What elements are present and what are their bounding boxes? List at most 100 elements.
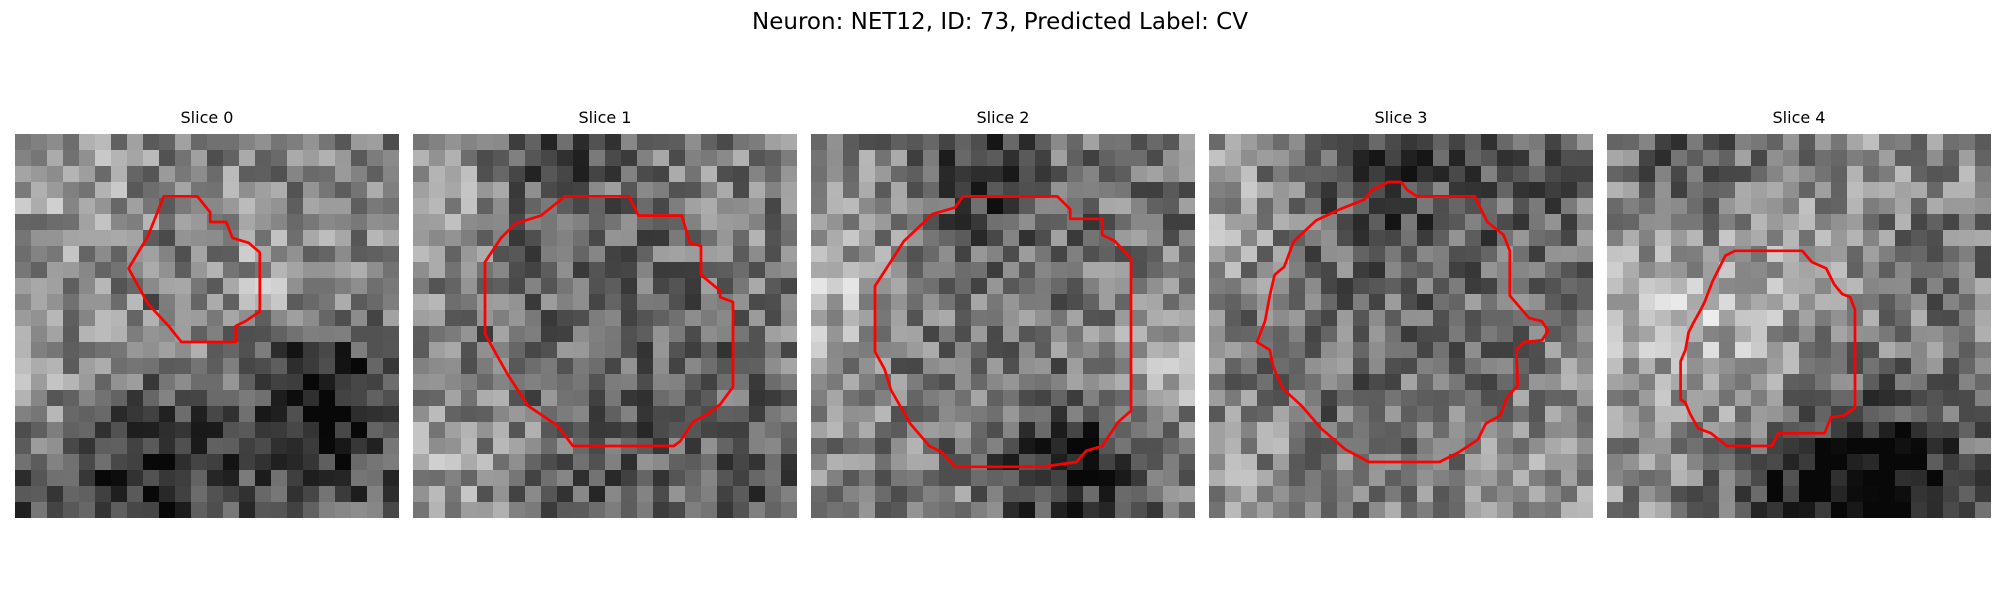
pixel-cell [1179, 374, 1195, 391]
pixel-cell [701, 134, 718, 151]
pixel-cell [1943, 470, 1960, 487]
pixel-cell [557, 262, 574, 279]
pixel-cell [1385, 246, 1402, 263]
pixel-cell [1099, 182, 1116, 199]
pixel-cell [383, 150, 399, 167]
pixel-cell [1735, 326, 1752, 343]
pixel-cell [1417, 358, 1434, 375]
slice-image [1607, 134, 1991, 518]
pixel-cell [1927, 214, 1944, 231]
pixel-cell [1209, 326, 1226, 343]
pixel-cell [1019, 326, 1036, 343]
pixel-cell [717, 134, 734, 151]
pixel-cell [1655, 454, 1672, 471]
pixel-cell [143, 390, 160, 407]
pixel-cell [1513, 406, 1530, 423]
pixel-cell [319, 134, 336, 151]
pixel-cell [781, 438, 797, 455]
pixel-cell [1019, 294, 1036, 311]
pixel-cell [1289, 438, 1306, 455]
pixel-cell [1623, 438, 1640, 455]
pixel-cell [79, 454, 96, 471]
pixel-cell [827, 390, 844, 407]
pixel-cell [717, 358, 734, 375]
pixel-cell [1911, 198, 1928, 215]
pixel-cell [1449, 246, 1466, 263]
pixel-cell [573, 390, 590, 407]
pixel-cell [429, 406, 446, 423]
pixel-cell [923, 134, 940, 151]
pixel-cell [1417, 326, 1434, 343]
pixel-cell [605, 182, 622, 199]
pixel-cell [445, 182, 462, 199]
pixel-cell [685, 486, 702, 503]
segmentation-contour [873, 195, 1133, 469]
pixel-cell [1831, 326, 1848, 343]
pixel-cell [461, 182, 478, 199]
pixel-cell [589, 278, 606, 295]
pixel-cell [383, 310, 399, 327]
pixel-cell [1943, 390, 1960, 407]
pixel-cell [1927, 486, 1944, 503]
pixel-cell [31, 182, 48, 199]
pixel-cell [271, 246, 288, 263]
pixel-cell [1799, 134, 1816, 151]
pixel-cell [589, 246, 606, 263]
pixel-cell [605, 502, 622, 518]
pixel-cell [15, 262, 32, 279]
pixel-cell [1655, 230, 1672, 247]
pixel-cell [1067, 486, 1084, 503]
pixel-cell [557, 182, 574, 199]
pixel-cell [1433, 198, 1450, 215]
pixel-cell [1179, 358, 1195, 375]
pixel-cell [1561, 502, 1578, 518]
pixel-cell [1019, 422, 1036, 439]
pixel-cell [923, 470, 940, 487]
pixel-cell [287, 326, 304, 343]
pixel-cell [1879, 438, 1896, 455]
pixel-cell [1019, 502, 1036, 518]
pixel-cell [685, 182, 702, 199]
pixel-cell [461, 246, 478, 263]
pixel-cell [1639, 198, 1656, 215]
pixel-cell [461, 278, 478, 295]
pixel-cell [493, 214, 510, 231]
pixel-cell [653, 134, 670, 151]
pixel-cell [1799, 278, 1816, 295]
pixel-cell [1385, 230, 1402, 247]
pixel-cell [891, 502, 908, 518]
pixel-cell [413, 310, 430, 327]
pixel-cell [1003, 294, 1020, 311]
pixel-cell [1163, 310, 1180, 327]
pixel-cell [1607, 166, 1624, 183]
pixel-cell [907, 230, 924, 247]
pixel-cell [127, 214, 144, 231]
pixel-cell [685, 470, 702, 487]
pixel-cell [1799, 486, 1816, 503]
pixel-cell [1449, 134, 1466, 151]
pixel-cell [1099, 374, 1116, 391]
pixel-cell [1735, 358, 1752, 375]
pixel-cell [287, 342, 304, 359]
pixel-cell [429, 438, 446, 455]
pixel-cell [1433, 342, 1450, 359]
pixel-cell [1799, 374, 1816, 391]
pixel-cell [1115, 166, 1132, 183]
pixel-cell [1767, 262, 1784, 279]
pixel-cell [95, 310, 112, 327]
pixel-cell [1305, 278, 1322, 295]
pixel-cell [1353, 134, 1370, 151]
pixel-cell [701, 438, 718, 455]
pixel-cell [1655, 374, 1672, 391]
pixel-cell [111, 278, 128, 295]
pixel-cell [1607, 502, 1624, 518]
pixel-cell [1847, 214, 1864, 231]
pixel-cell [1975, 246, 1991, 263]
pixel-cell [733, 278, 750, 295]
pixel-cell [15, 358, 32, 375]
pixel-cell [1305, 454, 1322, 471]
pixel-cell [1513, 502, 1530, 518]
pixel-cell [191, 166, 208, 183]
pixel-cell [685, 134, 702, 151]
pixel-cell [1257, 278, 1274, 295]
